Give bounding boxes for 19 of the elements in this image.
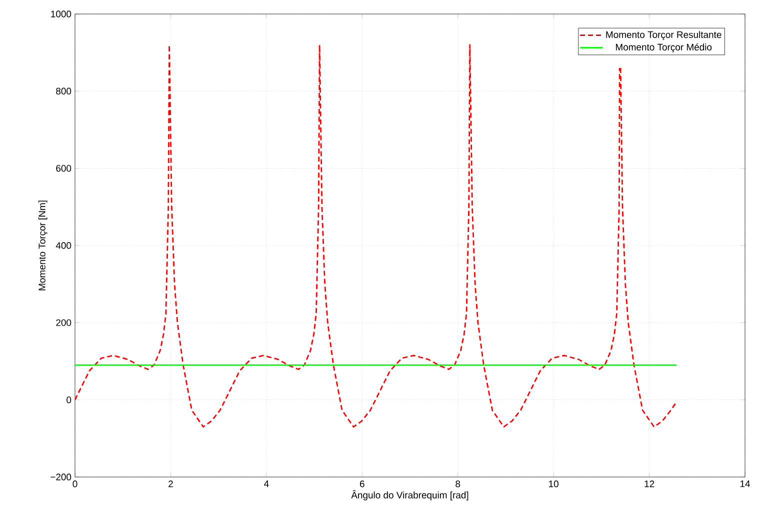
x-tick-label: 12 — [644, 480, 654, 488]
x-tick-label: 0 — [72, 480, 78, 488]
legend-label: Momento Torçor Resultante — [606, 31, 722, 40]
x-tick-label: 2 — [168, 480, 173, 488]
x-tick-label: 6 — [360, 480, 364, 488]
y-tick-label: 800 — [56, 88, 72, 95]
x-tick-label: 8 — [456, 480, 460, 488]
x-tick-label: 10 — [549, 480, 558, 488]
y-tick-label: 400 — [56, 242, 72, 249]
y-tick-label: 0 — [66, 396, 72, 404]
x-tick-label: 4 — [264, 480, 269, 488]
y-tick-label: 600 — [56, 164, 72, 172]
y-tick-label: 1000 — [51, 10, 72, 18]
x-axis-title: Ângulo do Virabrequim [rad] — [351, 490, 468, 500]
legend-label: Momento Torçor Médio — [616, 43, 712, 52]
y-tick-label: −200 — [50, 474, 72, 480]
y-tick-label: 200 — [56, 319, 72, 326]
y-axis-title: Momento Torçor [Nm] — [38, 200, 48, 290]
x-tick-label: 14 — [740, 480, 750, 488]
